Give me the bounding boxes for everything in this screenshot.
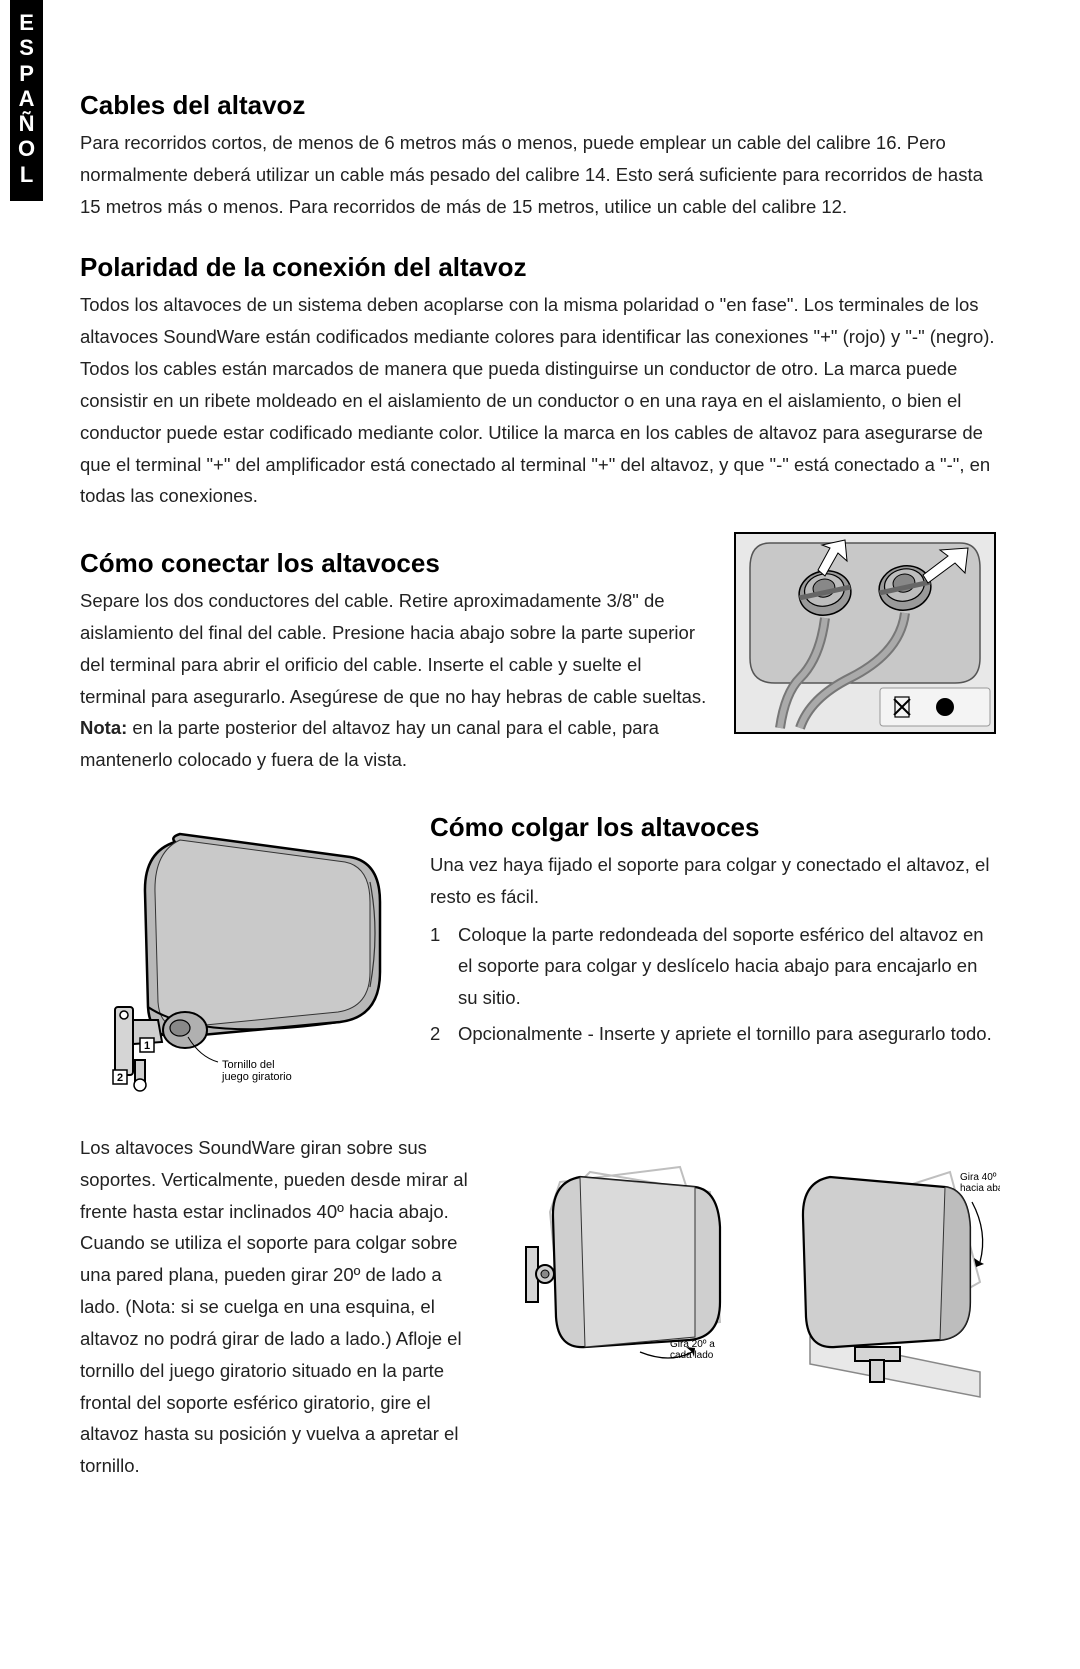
section-pivot: Los altavoces SoundWare giran sobre sus … xyxy=(80,1132,1000,1488)
body-polarity: Todos los altavoces de un sistema deben … xyxy=(80,289,1000,512)
heading-connect: Cómo conectar los altavoces xyxy=(80,548,710,579)
lang-char: E xyxy=(18,10,35,35)
lang-char: A xyxy=(18,86,35,111)
section-connect: Cómo conectar los altavoces Separe los d… xyxy=(80,518,1000,782)
lang-char: O xyxy=(18,136,35,161)
svg-text:2: 2 xyxy=(117,1072,123,1084)
svg-text:1: 1 xyxy=(144,1040,150,1052)
body-cables: Para recorridos cortos, de menos de 6 me… xyxy=(80,127,1000,222)
list-item: 1Coloque la parte redondeada del soporte… xyxy=(430,919,1000,1014)
section-hang: 1 2 Tornillo del juego giratorio Cómo co… xyxy=(80,812,1000,1092)
page-content: Cables del altavoz Para recorridos corto… xyxy=(80,90,1000,1488)
list-item: 2Opcionalmente - Inserte y apriete el to… xyxy=(430,1018,1000,1050)
lang-char: P xyxy=(18,61,35,86)
svg-text:juego giratorio: juego giratorio xyxy=(221,1071,292,1083)
lang-char: Ñ xyxy=(18,111,35,136)
lang-char: S xyxy=(18,35,35,60)
note-label: Nota: xyxy=(80,717,127,738)
heading-cables: Cables del altavoz xyxy=(80,90,1000,121)
svg-text:Tornillo del: Tornillo del xyxy=(222,1059,275,1071)
svg-text:Gira 40º: Gira 40º xyxy=(960,1172,997,1183)
speaker-mount-figure: 1 2 Tornillo del juego giratorio xyxy=(80,812,400,1092)
hang-intro: Una vez haya fijado el soporte para colg… xyxy=(430,849,1000,913)
svg-text:hacia abajo: hacia abajo xyxy=(960,1183,1000,1194)
svg-text:cada lado: cada lado xyxy=(670,1350,714,1361)
pivot-figure: Gira 20º a cada lado xyxy=(500,1132,1000,1412)
step-text: Coloque la parte redondeada del soporte … xyxy=(458,919,1000,1014)
svg-text:Gira 20º a: Gira 20º a xyxy=(670,1339,715,1350)
hang-steps: 1Coloque la parte redondeada del soporte… xyxy=(430,919,1000,1050)
heading-hang: Cómo colgar los altavoces xyxy=(430,812,1000,843)
body-connect-pre: Separe los dos conductores del cable. Re… xyxy=(80,590,706,706)
terminal-figure xyxy=(730,528,1000,738)
body-connect: Separe los dos conductores del cable. Re… xyxy=(80,585,710,776)
body-pivot: Los altavoces SoundWare giran sobre sus … xyxy=(80,1132,470,1482)
lang-char: L xyxy=(18,162,35,187)
language-tab: E S P A Ñ O L xyxy=(10,0,43,201)
step-text: Opcionalmente - Inserte y apriete el tor… xyxy=(458,1018,992,1050)
body-connect-post: en la parte posterior del altavoz hay un… xyxy=(80,717,659,770)
heading-polarity: Polaridad de la conexión del altavoz xyxy=(80,252,1000,283)
